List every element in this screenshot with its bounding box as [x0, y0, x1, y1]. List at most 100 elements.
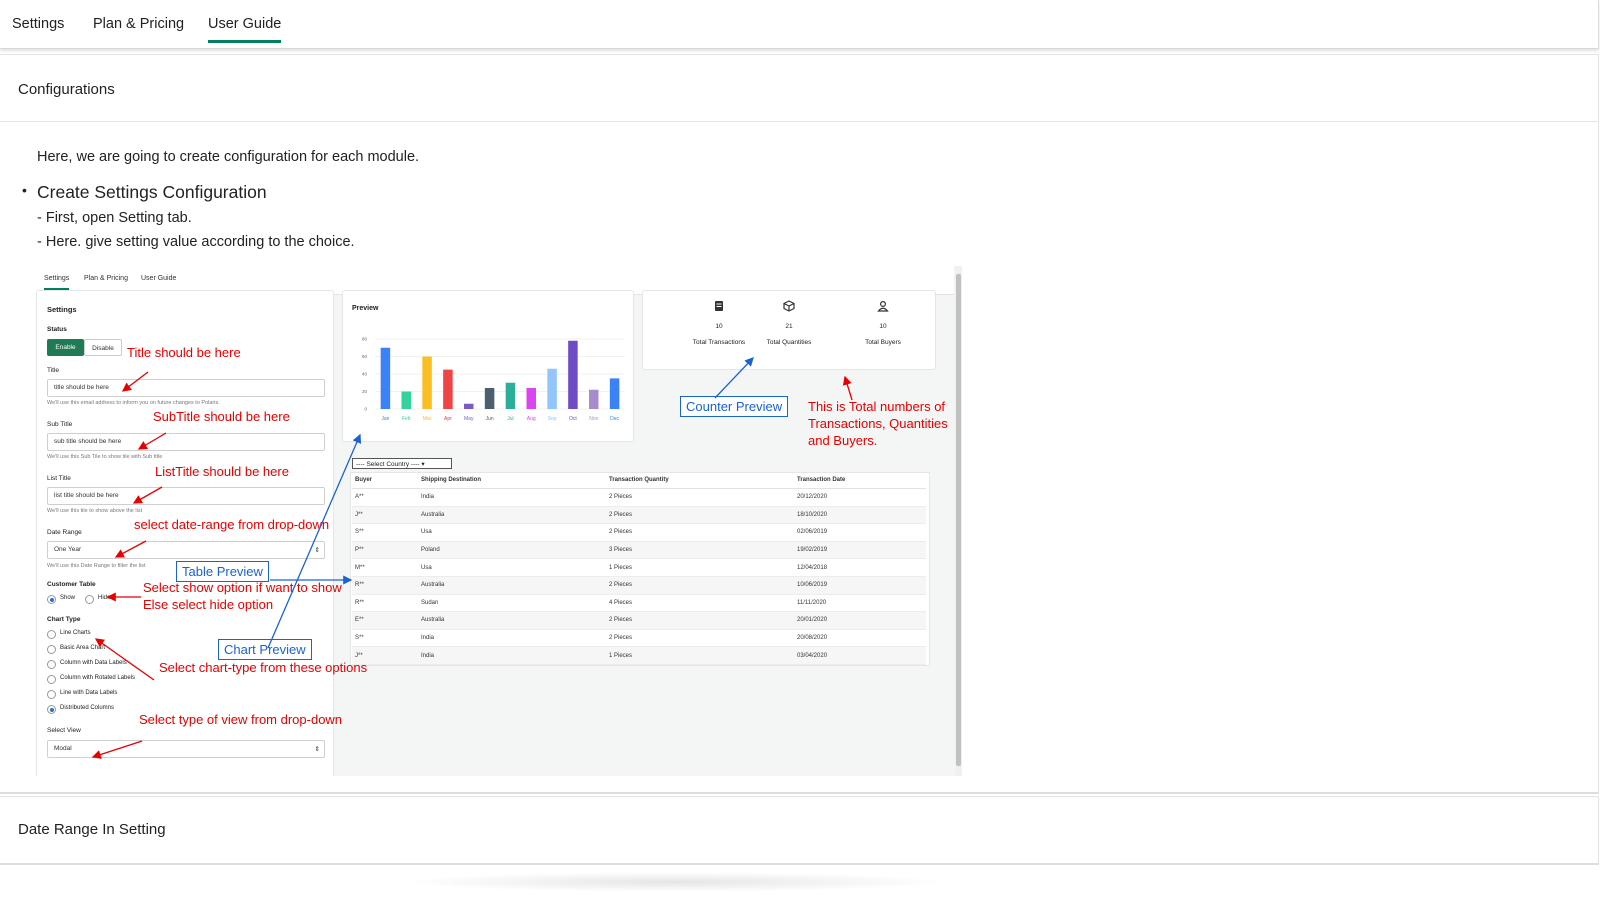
- counter-buyers: 10 Total Buyers: [843, 299, 923, 346]
- table-cell: E**: [352, 611, 418, 630]
- table-cell: India: [418, 629, 606, 648]
- column-header: Buyer: [352, 472, 418, 489]
- table-cell: A**: [352, 488, 418, 507]
- tab-plan-pricing[interactable]: Plan & Pricing: [93, 16, 185, 32]
- chart-type-radio: [47, 690, 56, 699]
- subtitle-label: Sub Title: [47, 421, 73, 428]
- x-tick-label: Apr: [444, 416, 452, 422]
- tab-user-guide[interactable]: User Guide: [208, 16, 282, 43]
- shadow: [400, 872, 950, 892]
- disable-button: Disable: [84, 339, 122, 356]
- table-cell: J**: [352, 646, 418, 665]
- annotation-chart-type: Select chart-type from these options: [159, 660, 368, 675]
- hide-radio: [85, 595, 94, 604]
- table-cell: J**: [352, 506, 418, 525]
- chart-type-radio: [47, 630, 56, 639]
- annotation-counter-preview: Counter Preview: [680, 396, 789, 417]
- table-cell: 19/02/2019: [794, 541, 926, 560]
- counter-transactions: 10 Total Transactions: [679, 299, 759, 346]
- select-arrow-icon: ⇕: [314, 746, 320, 753]
- chart-type-option: Line with Data Labels: [60, 690, 118, 696]
- customer-table-label: Customer Table: [47, 581, 96, 588]
- tab-settings[interactable]: Settings: [12, 16, 65, 32]
- column-header: Shipping Destination: [418, 472, 606, 489]
- chart-bar: [380, 347, 391, 409]
- annotation-view: Select type of view from drop-down: [139, 712, 343, 727]
- table-row: J** India 1 Pieces 03/04/2020: [352, 646, 926, 665]
- person-icon: [877, 300, 889, 312]
- counter-label: Total Buyers: [865, 339, 901, 346]
- x-tick-label: Jun: [486, 416, 494, 422]
- table-cell: Usa: [418, 558, 606, 577]
- table-row: J** Australia 2 Pieces 18/10/2020: [352, 506, 926, 525]
- x-tick-label: Feb: [402, 416, 411, 422]
- select-view-value: Modal: [54, 745, 72, 752]
- table-cell: 20/01/2020: [794, 611, 926, 630]
- show-radio: [47, 595, 56, 604]
- table-cell: M**: [352, 558, 418, 577]
- table-cell: 3 Pieces: [606, 541, 794, 560]
- preview-panel: Preview 80 60 40 20 0 Jan Feb Mar Apr May Jun Jul Au…: [342, 290, 634, 442]
- screenshot-tab-plan: Plan & Pricing: [84, 275, 128, 282]
- screenshot-scrollbar: [955, 266, 962, 776]
- chart-bar: [568, 340, 578, 409]
- x-tick-label: Jan: [381, 416, 389, 422]
- chart-bar: [609, 378, 620, 409]
- title-hint: We'll use this email address to inform y…: [47, 400, 220, 406]
- chart-type-option: Basic Area Chart: [60, 645, 106, 651]
- table-cell: 10/06/2019: [794, 576, 926, 595]
- table-cell: 2 Pieces: [606, 506, 794, 525]
- table-cell: R**: [352, 594, 418, 613]
- table-cell: 03/04/2020: [794, 646, 926, 665]
- table-header-row: Buyer Shipping Destination Transaction Q…: [352, 472, 926, 489]
- table-cell: 4 Pieces: [606, 594, 794, 613]
- status-label: Status: [47, 326, 67, 333]
- bar-chart: 80 60 40 20 0 Jan Feb Mar Apr May Jun Jul Aug Sep Oct N…: [362, 337, 625, 422]
- x-tick-label: Nov: [589, 416, 598, 422]
- counter-label: Total Transactions: [692, 339, 746, 346]
- date-range-heading[interactable]: Date Range In Setting: [18, 821, 166, 838]
- chart-type-radio: [47, 705, 56, 714]
- annotation-hide-option: Else select hide option: [143, 597, 274, 612]
- select-country-dropdown: ---- Select Country ---- ▾: [352, 458, 452, 469]
- y-tick-label: 60: [362, 354, 368, 359]
- annotation-listtitle: ListTitle should be here: [155, 464, 289, 479]
- table-cell: Poland: [418, 541, 606, 560]
- configurations-heading[interactable]: Configurations: [18, 81, 115, 98]
- table-cell: 1 Pieces: [606, 558, 794, 577]
- counter-value: 21: [785, 323, 793, 330]
- screenshot-tab-settings: Settings: [44, 275, 70, 290]
- chart-type-option: Distributed Columns: [60, 705, 115, 711]
- table-cell: 11/11/2020: [794, 594, 926, 613]
- hide-label: Hide: [98, 595, 111, 601]
- top-tab-bar: Settings Plan & Pricing User Guide: [0, 0, 1599, 49]
- chart-bar: [484, 388, 495, 409]
- table-row: E** Australia 2 Pieces 20/01/2020: [352, 611, 926, 630]
- chart-type-option: Column with Data Labels: [60, 660, 127, 666]
- chart-type-label: Chart Type: [47, 616, 81, 623]
- annotation-totals: This is Total numbers of: [808, 399, 946, 414]
- chart-bar: [443, 369, 453, 409]
- table-cell: 20/12/2020: [794, 488, 926, 507]
- table-row: R** Australia 2 Pieces 10/06/2019: [352, 576, 926, 595]
- chart-bar: [464, 403, 474, 409]
- table-row: R** Sudan 4 Pieces 11/11/2020: [352, 594, 926, 613]
- show-label: Show: [60, 595, 76, 601]
- daterange-label: Date Range: [47, 529, 82, 536]
- listtitle-hint: We'll use this tile to show above the li…: [47, 508, 143, 514]
- select-country-value: ---- Select Country ----: [356, 461, 420, 468]
- x-tick-label: May: [464, 416, 474, 422]
- annotation-title: Title should be here: [127, 345, 241, 360]
- date-range-card: Date Range In Setting: [0, 796, 1599, 865]
- table-row: A** India 2 Pieces 20/12/2020: [352, 488, 926, 507]
- enable-button: Enable: [47, 339, 84, 356]
- table-cell: India: [418, 646, 606, 665]
- settings-heading: Settings: [47, 305, 77, 314]
- title-value: title should be here: [54, 384, 109, 391]
- table-cell: 2 Pieces: [606, 611, 794, 630]
- annotation-chart-preview: Chart Preview: [218, 639, 312, 660]
- annotation-totals: Transactions, Quantities: [808, 416, 948, 431]
- x-tick-label: Aug: [527, 416, 536, 422]
- screenshot-tab-guide: User Guide: [141, 275, 177, 282]
- select-arrow-icon: ⇕: [314, 547, 320, 554]
